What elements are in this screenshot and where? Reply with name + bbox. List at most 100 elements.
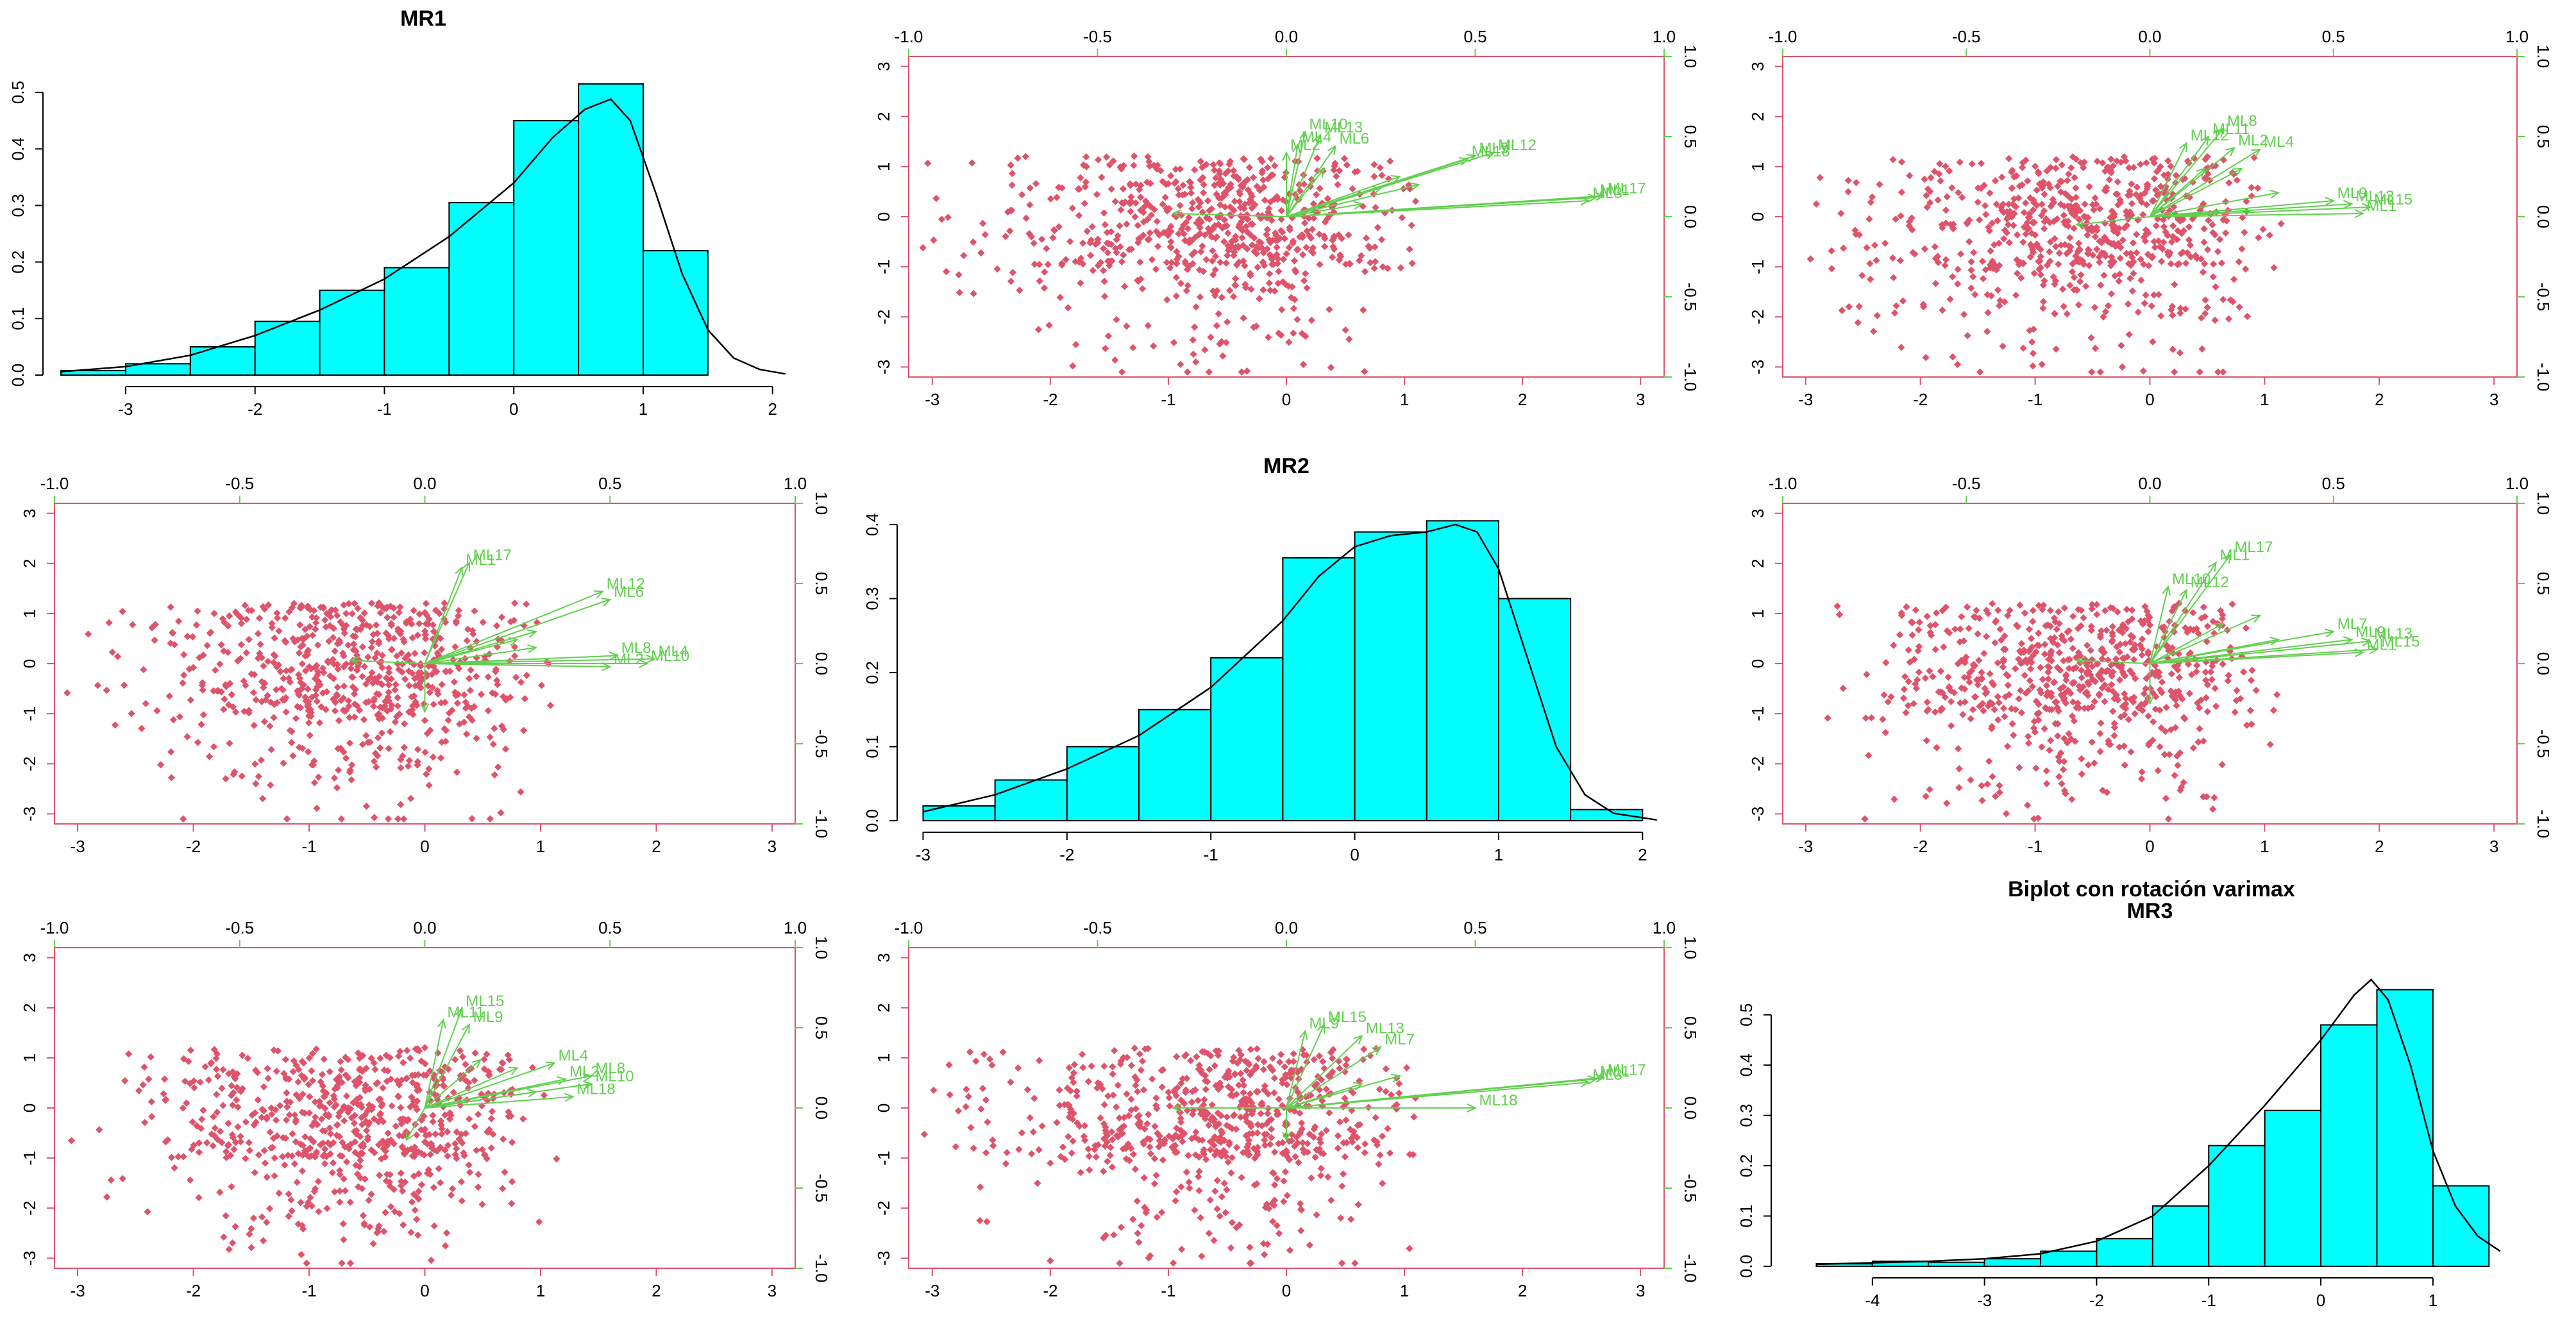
y-tick-label: 0.0 [8,364,28,387]
point [1243,245,1251,253]
point [1168,258,1175,267]
point [1218,294,1225,301]
point [1267,287,1274,294]
top-tick-label: 1.0 [2505,474,2529,493]
point [993,265,1001,273]
point [2212,283,2219,291]
left-tick-label: 0 [1748,659,1767,668]
point [1093,190,1101,198]
point [1267,155,1275,163]
point [1290,305,1298,312]
bottom-tick-label: 0 [420,837,429,856]
point [1041,268,1048,276]
histogram-bar [1983,1258,2042,1268]
point [1154,242,1162,250]
loading-arrow [1286,203,1362,217]
point [1278,306,1286,314]
point [1321,218,1329,226]
point [1199,189,1208,197]
y-tick-label: 0.2 [8,251,28,274]
point [1288,283,1296,290]
point [2201,296,2209,304]
point [1207,333,1215,341]
point [1007,161,1014,169]
point [1206,215,1213,223]
arrow-head [1292,143,1301,154]
point [1173,260,1181,267]
left-tick-label: 2 [1748,559,1767,568]
left-tick-label: -2 [20,757,39,771]
left-tick-label: -1 [1748,260,1767,274]
point [2067,164,2075,172]
point [1199,242,1206,250]
arrow-head [1579,196,1590,206]
loading-label: ML1 [2220,547,2250,564]
point [1172,292,1181,300]
point [1408,221,1415,229]
point [1837,210,1845,217]
point [1230,206,1238,214]
point [1154,162,1161,169]
bottom-tick-label: -2 [1913,390,1928,409]
bottom-tick-label: -3 [71,1281,85,1300]
bottom-tick-label: 2 [1518,1281,1527,1300]
point [1184,281,1191,289]
point [1229,292,1238,301]
point [1267,198,1274,206]
point [2046,257,2054,265]
point [1379,263,1387,271]
point [1082,178,1090,186]
point [1229,237,1237,244]
point [1116,243,1124,251]
x-tick-label: -2 [248,399,262,419]
left-tick-label: -2 [1748,310,1767,324]
top-tick-label: 1.0 [784,474,807,493]
point [1191,166,1199,174]
left-tick-label: 2 [20,1003,39,1012]
top-tick-label: 0.5 [2322,27,2345,46]
point [1183,287,1191,295]
point [1022,214,1030,222]
histogram-bar [1138,708,1212,822]
point [1358,252,1365,260]
left-tick-label: -3 [20,1251,39,1266]
point [2233,176,2241,184]
point [2200,260,2209,268]
loading-arrow [1286,184,1419,217]
arrow-head [1315,167,1326,178]
bottom-tick-label: 0 [2145,837,2154,856]
point [1069,362,1077,370]
point [1147,211,1156,219]
point [2029,362,2037,370]
left-tick-label: 2 [1748,112,1767,121]
point [1324,195,1332,203]
point [1299,360,1308,368]
point [1263,231,1270,239]
bottom-tick-label: 0 [2145,390,2154,409]
histogram-title: MR3 [2127,899,2173,923]
bottom-tick-label: -3 [925,1281,939,1300]
bottom-tick-label: -1 [301,837,316,856]
point [1982,210,1990,219]
point [1374,224,1382,231]
point [2201,310,2209,317]
point [1209,287,1217,295]
loading-label: ML9 [1479,140,1510,157]
point [1098,173,1106,181]
top-tick-label: 1.0 [1653,918,1676,937]
point [1220,238,1228,246]
point [1316,260,1324,269]
point [2115,277,2123,285]
point [1406,246,1413,253]
point [1343,161,1351,169]
point [1164,231,1172,239]
arrow-head [1172,209,1182,219]
point [1184,368,1191,376]
point [1121,283,1129,290]
point [2003,229,2010,237]
right-tick-label: 0.0 [2534,652,2553,675]
top-tick-label: 0.0 [1275,918,1298,937]
point [932,194,940,203]
point [955,271,963,279]
point [1216,258,1224,266]
